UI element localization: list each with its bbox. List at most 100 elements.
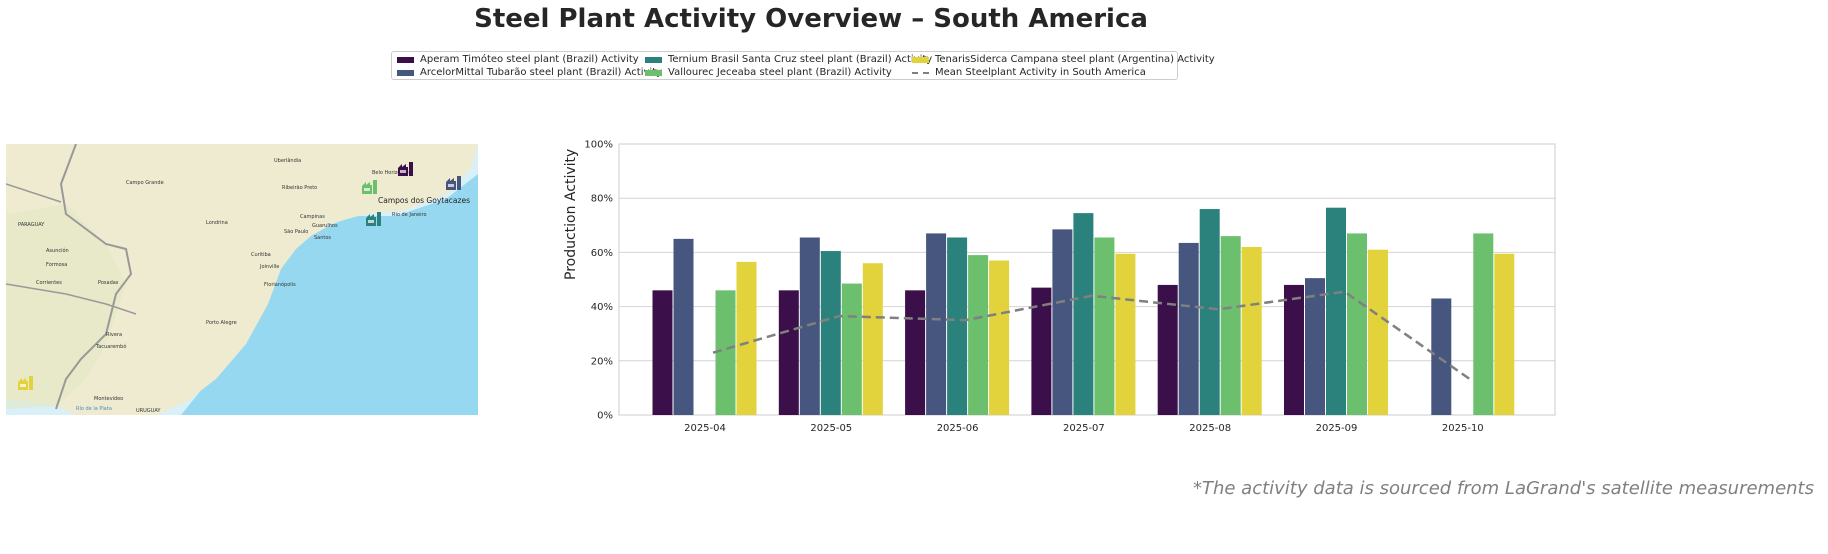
legend-swatch [397,69,414,76]
factory-marker-icon[interactable] [446,176,461,190]
page-title: Steel Plant Activity Overview – South Am… [474,4,1148,34]
bar [905,290,926,415]
legend-swatch [645,69,662,76]
x-tick-label: 2025-09 [1316,423,1358,434]
map-label: Campo Grande [126,180,164,186]
map-label: Tacuarembó [95,343,126,350]
legend-label: Mean Steelplant Activity in South Americ… [935,67,1146,78]
legend-label: Ternium Brasil Santa Cruz steel plant (B… [668,54,933,65]
x-tick-label: 2025-10 [1442,423,1484,434]
legend-label: Aperam Timóteo steel plant (Brazil) Acti… [420,54,639,65]
bar [1473,233,1494,415]
footer-note: *The activity data is sourced from LaGra… [1192,478,1814,499]
border [55,144,133,410]
bar [968,255,989,415]
map-label: Montevideo [94,396,123,402]
factory-marker-icon[interactable] [366,212,381,226]
bar [947,237,968,415]
map-label: Florianópolis [264,281,296,288]
map-label: Uberlândia [274,157,301,164]
x-tick-label: 2025-08 [1189,423,1231,434]
legend-label: TenarisSiderca Campana steel plant (Arge… [935,54,1215,65]
map-label: Río de la Plata [76,405,112,412]
legend-swatch [645,56,662,63]
map-label: Campos dos Goytacazes [378,196,470,205]
bar [1494,253,1515,415]
legend-item: Mean Steelplant Activity in South Americ… [912,66,1146,79]
factory-marker-icon[interactable] [398,162,413,176]
map: PARAGUAY URUGUAY Asunción Campo Grande L… [6,144,478,415]
map-label: São Paulo [284,229,308,235]
legend-item: Vallourec Jeceaba steel plant (Brazil) A… [645,66,892,79]
bar [841,283,862,415]
map-label: Ribeirão Preto [282,185,317,191]
legend-dash [912,71,929,74]
bar [736,261,757,415]
bar [1052,229,1073,415]
map-label: PARAGUAY [18,222,45,228]
bar [1284,284,1304,415]
legend-item: Ternium Brasil Santa Cruz steel plant (B… [645,53,932,66]
bar [1073,213,1094,415]
legend-item: ArcelorMittal Tubarão steel plant (Brazi… [397,66,662,79]
bar [820,251,841,415]
map-label: Santos [314,235,331,241]
map-label: Rivera [106,332,122,338]
bar [1347,233,1367,415]
bar [989,260,1010,415]
bar [1241,246,1262,415]
bar [1094,237,1115,415]
legend: Aperam Timóteo steel plant (Brazil) Acti… [391,51,1215,80]
bar [673,238,694,415]
y-tick-label: 20% [591,356,613,367]
bar [1199,209,1220,415]
bar [862,263,883,415]
mean-line [712,290,1472,381]
bar [1157,284,1178,415]
map-label: Asunción [46,247,69,254]
y-tick-label: 60% [591,248,613,259]
x-tick-label: 2025-06 [937,423,979,434]
map-label: Campinas [300,214,325,220]
border [6,183,137,315]
legend-item: TenarisSiderca Campana steel plant (Arge… [912,53,1215,66]
bar [1326,207,1346,415]
bar [1305,278,1325,415]
legend-label: ArcelorMittal Tubarão steel plant (Brazi… [420,67,663,78]
x-tick-label: 2025-05 [810,423,852,434]
factory-marker-icon[interactable] [18,376,33,390]
bar [652,290,673,415]
map-label: Posadas [98,280,119,286]
bar [1031,287,1052,415]
y-tick-label: 80% [591,194,613,205]
bar [1368,249,1388,415]
map-label: Guarulhos [312,223,338,229]
map-label: Corrientes [36,280,62,286]
y-tick-label: 0% [597,411,613,422]
bar [778,290,799,415]
bar [1115,253,1136,415]
legend-swatch [397,56,414,63]
x-tick-label: 2025-04 [684,423,726,434]
legend-label: Vallourec Jeceaba steel plant (Brazil) A… [668,67,892,78]
map-label: Joinville [259,264,279,270]
map-label: URUGUAY [136,408,161,414]
legend-item: Aperam Timóteo steel plant (Brazil) Acti… [397,53,639,66]
map-labels: PARAGUAY URUGUAY Asunción Campo Grande L… [18,157,470,414]
map-label: Belo Horizonte [372,170,409,176]
bar [1178,242,1199,415]
map-label: Formosa [46,262,67,268]
bar [799,237,820,415]
x-tick-label: 2025-07 [1063,423,1105,434]
y-tick-label: 40% [591,302,613,313]
bar [926,233,947,415]
map-label: Porto Alegre [206,320,237,326]
map-label: Curitiba [251,252,271,258]
legend-swatch [912,56,929,63]
factory-marker-icon[interactable] [362,180,377,194]
bar [1220,236,1241,415]
bar [1431,298,1452,415]
map-label: Londrina [206,220,228,226]
